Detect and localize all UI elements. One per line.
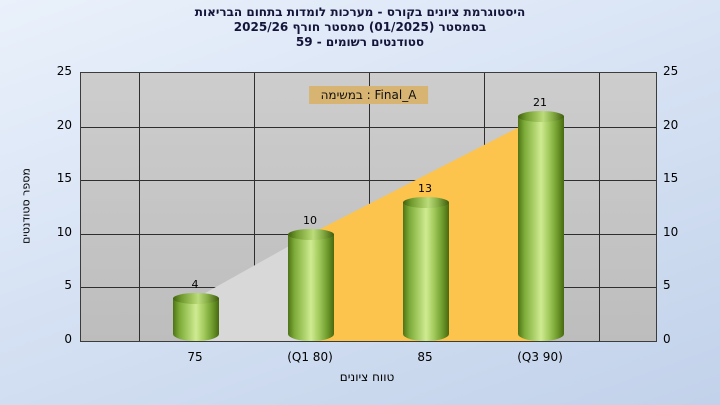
y-tick-label-left: 0 bbox=[64, 332, 72, 346]
bar-top-cap bbox=[173, 293, 219, 305]
bar-value-label: 4 bbox=[191, 278, 199, 292]
x-tick-label: 85 bbox=[417, 350, 433, 364]
area-gray bbox=[196, 233, 311, 341]
y-tick-label-right: 20 bbox=[663, 117, 679, 132]
legend: במשימה : Final_A bbox=[308, 86, 429, 104]
y-tick-label-left: 20 bbox=[56, 117, 72, 132]
chart-title-line2: בסמסטר (01/2025) סמסטר חורף 2025/26 bbox=[233, 20, 487, 34]
y-tick-label-left: 25 bbox=[56, 64, 72, 78]
area-overlays bbox=[196, 115, 541, 341]
x-tick-label: (Q3 90) bbox=[517, 350, 563, 364]
y-tick-label-left: 5 bbox=[64, 278, 72, 293]
bar bbox=[403, 196, 449, 341]
bar-value-label: 21 bbox=[533, 95, 547, 109]
v-gridline bbox=[253, 73, 255, 341]
x-tick-label: 75 bbox=[187, 350, 203, 364]
chart-title-block: היסטוגרמת ציונים בקורס - מערכות לומדות ב… bbox=[0, 5, 720, 50]
bar bbox=[518, 110, 564, 341]
bar bbox=[288, 228, 334, 341]
bar-top-cap bbox=[518, 110, 564, 122]
chart-title-line1: היסטוגרמת ציונים בקורס - מערכות לומדות ב… bbox=[194, 5, 526, 19]
x-tick-label: (Q1 80) bbox=[287, 350, 333, 364]
y-tick-label-left: 15 bbox=[56, 171, 72, 186]
bar-top-cap bbox=[288, 228, 334, 240]
y-tick-label-right: 5 bbox=[663, 278, 671, 293]
bar-value-label: 13 bbox=[418, 181, 432, 195]
v-gridline bbox=[598, 73, 600, 341]
y-tick-label-right: 25 bbox=[663, 64, 679, 78]
y-tick-label-right: 0 bbox=[663, 332, 671, 346]
bar bbox=[173, 293, 219, 341]
bar-value-label: 10 bbox=[303, 213, 317, 227]
y-tick-label-right: 15 bbox=[663, 171, 679, 186]
y-tick-label-left: 10 bbox=[56, 224, 72, 239]
plot-area: במשימה : Final_A bbox=[80, 72, 657, 342]
v-gridline bbox=[138, 73, 140, 341]
x-axis-title: טווח ציונים bbox=[339, 370, 395, 384]
y-tick-label-right: 10 bbox=[663, 224, 679, 239]
chart-title-line3: סטודנטים רשומים - 59 bbox=[295, 35, 425, 49]
bar-top-cap bbox=[403, 196, 449, 208]
y-axis-title: מספר סטודנטים bbox=[19, 168, 33, 244]
